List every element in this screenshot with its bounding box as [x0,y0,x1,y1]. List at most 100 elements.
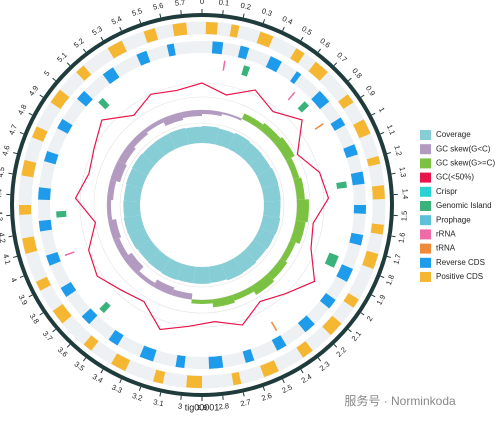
x-tick-label: 2 [365,314,375,323]
tick-mark [29,295,33,297]
tick-mark [263,387,264,391]
feature [351,171,365,185]
tick-mark [334,344,337,347]
skew-bar [286,158,299,180]
x-tick-label: 4.6 [0,144,11,156]
tick-mark [361,95,364,97]
tick-mark [380,132,384,133]
tick-mark [83,358,85,361]
tick-mark [120,379,122,383]
x-tick-label: 3.9 [17,293,30,306]
skew-bar [222,112,242,120]
x-tick-label: 4 [9,276,19,283]
tick-mark [83,49,85,52]
x-tick-label: 0 [200,0,204,6]
skew-bar [153,280,174,295]
x-tick-label: 3.5 [73,359,87,372]
x-tick-label: 0.6 [318,36,332,49]
tick-mark [391,236,395,237]
tick-mark [334,63,337,66]
x-tick-label: 1.9 [374,293,387,306]
tick-mark [9,236,13,237]
tick-mark [101,370,103,373]
tick-mark [13,153,17,154]
legend-label: Genomic Island [436,201,492,210]
x-tick-label: 5.7 [174,0,185,8]
feature [336,181,347,188]
feature [371,223,384,234]
x-tick-label: 4.8 [16,103,29,116]
legend-swatch [420,201,431,211]
x-tick-label: 5.2 [72,36,86,49]
x-tick-label: 0.2 [240,1,252,12]
x-tick-label: 0.3 [261,6,274,18]
skew-bar [182,110,202,118]
skew-bar [294,177,305,199]
x-tick-label: 4.3 [0,211,5,222]
x-tick-label: 1 [377,106,387,114]
x-tick-label: 1.6 [397,232,408,244]
feature [209,356,224,369]
x-tick-label: 4.4 [0,189,4,200]
feature [241,65,250,76]
skew-bar [137,271,155,286]
x-tick-label: 2.9 [197,403,207,412]
skew-bar [212,295,235,307]
feature [206,22,218,35]
legend-swatch [420,158,431,168]
x-tick-label: 5.6 [152,1,164,12]
legend-swatch [420,130,431,140]
legend-label: Prophage [436,215,471,224]
tick-mark [361,313,364,315]
feature [186,375,202,388]
feature [325,253,339,268]
feature [38,187,51,200]
x-tick-label: 5 [42,69,52,78]
x-tick-label: 0.5 [300,24,314,37]
skew-bar [191,299,212,304]
tick-mark [318,49,320,52]
tick-mark [67,63,70,66]
skew-bar [281,240,296,262]
feature [288,92,296,101]
x-tick-label: 1.8 [384,273,396,286]
tick-mark [318,358,320,361]
tick-mark [372,113,376,115]
guide-circle [120,123,284,287]
feature [39,220,52,232]
skew-bar [259,123,280,143]
tick-mark [20,132,24,133]
tick-mark [372,295,376,297]
x-tick-label: 3.3 [110,382,123,395]
x-tick-label: 4.9 [27,84,40,98]
outer-ring [12,15,392,395]
x-tick-label: 2.3 [318,359,332,372]
tick-mark [139,387,140,391]
tick-mark [283,379,285,383]
skew-bar [267,258,287,279]
x-tick-label: 1.3 [398,166,409,178]
x-tick-label: 0.1 [218,0,229,8]
legend-label: Coverage [436,130,471,139]
tick-mark [67,344,70,347]
legend-swatch [420,229,431,239]
skew-bar [242,113,263,129]
legend-label: GC skew(G<C) [436,144,491,153]
guide-circle [80,83,324,327]
tick-mark [160,393,161,397]
x-tick-label: 4.5 [0,166,6,178]
legend-swatch [420,144,431,154]
feature [19,205,31,215]
feature [56,211,66,218]
legend-swatch [420,258,431,268]
feature [99,302,110,313]
tick-mark [243,393,244,397]
tick-mark [53,329,56,332]
tick-mark [29,113,33,115]
tick-mark [40,313,43,315]
x-tick-label: 2.6 [260,391,273,403]
gc-line [76,83,329,329]
tick-mark [13,256,17,257]
